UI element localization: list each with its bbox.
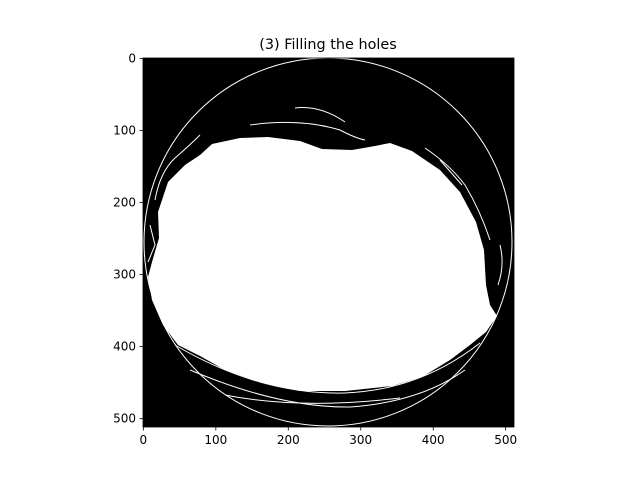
y-tick-label: 500 (113, 412, 136, 426)
y-tick-label: 0 (128, 51, 136, 65)
y-tick-label: 400 (113, 340, 136, 354)
edge-curve (224, 394, 401, 404)
x-tick-label: 300 (349, 433, 372, 447)
axes-frame (142, 57, 515, 428)
edge-curve (249, 121, 366, 141)
x-tick-label: 200 (277, 433, 300, 447)
edge-curve (174, 342, 481, 394)
x-tick-label: 100 (204, 433, 227, 447)
image (143, 57, 514, 427)
y-tick-label: 300 (113, 268, 136, 282)
edge-curve (424, 147, 491, 241)
x-tick-label: 400 (422, 433, 445, 447)
edge-curve (497, 244, 503, 286)
edge-curve (147, 224, 156, 263)
edge-curve (189, 369, 466, 408)
y-tick-label: 100 (113, 123, 136, 137)
filled-region (148, 137, 497, 391)
edge-curve (154, 134, 201, 201)
chart-title: (3) Filling the holes (259, 37, 396, 53)
edge-curve (439, 159, 463, 186)
x-tick-label: 0 (140, 433, 148, 447)
edge-curve (294, 107, 346, 123)
y-tick-label: 200 (113, 196, 136, 210)
x-tick-label: 500 (494, 433, 517, 447)
